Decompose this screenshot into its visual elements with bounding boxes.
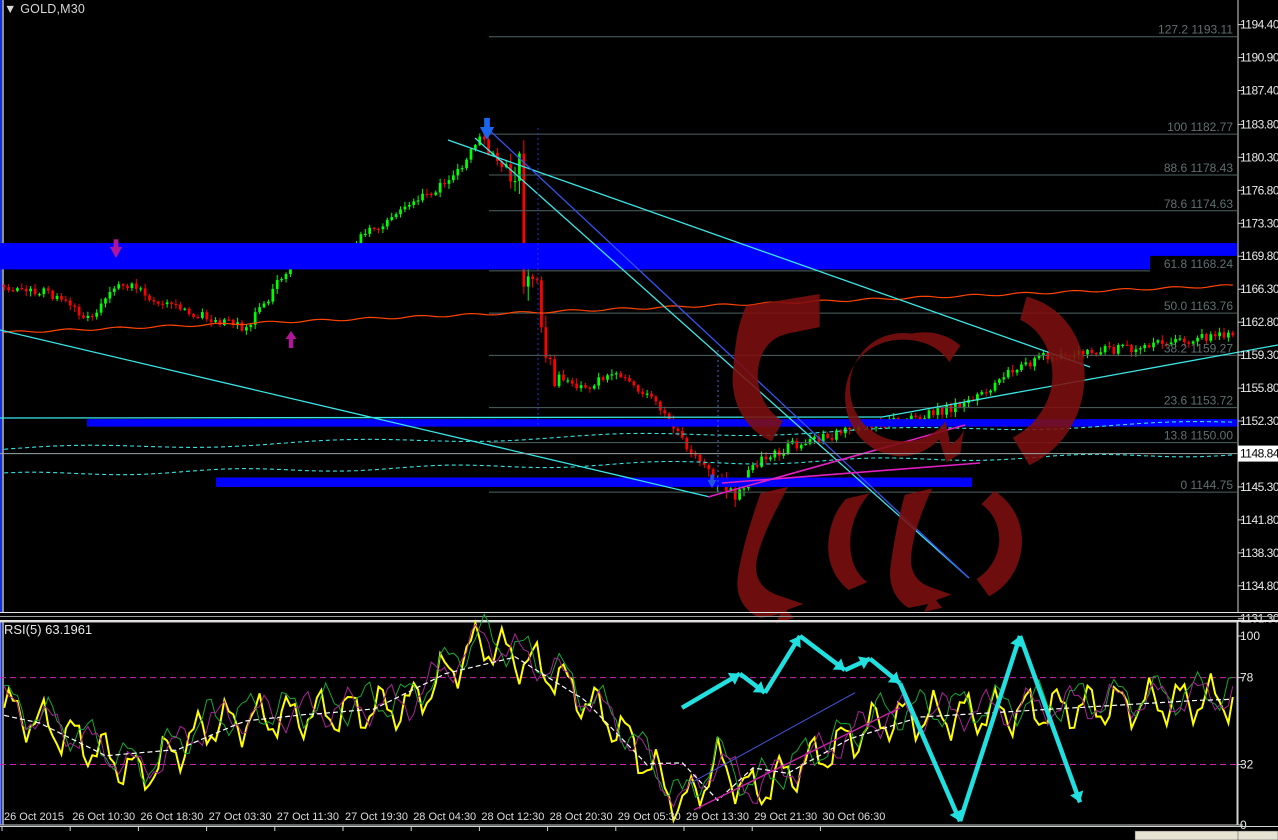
svg-text:100 1182.77: 100 1182.77 (1167, 120, 1233, 134)
svg-text:1173.30: 1173.30 (1240, 216, 1278, 230)
svg-text:28 Oct 20:30: 28 Oct 20:30 (550, 811, 613, 823)
svg-text:29 Oct 05:30: 29 Oct 05:30 (618, 811, 681, 823)
svg-text:29 Oct 21:30: 29 Oct 21:30 (754, 811, 817, 823)
svg-text:50.0 1163.76: 50.0 1163.76 (1164, 299, 1234, 313)
svg-text:1183.80: 1183.80 (1240, 117, 1278, 131)
svg-text:88.6 1178.43: 88.6 1178.43 (1164, 161, 1234, 175)
svg-text:1166.30: 1166.30 (1240, 282, 1278, 296)
svg-text:1148.84: 1148.84 (1240, 447, 1278, 461)
svg-text:32: 32 (1240, 758, 1254, 772)
svg-text:61.8 1168.24: 61.8 1168.24 (1164, 257, 1234, 271)
svg-text:27 Oct 03:30: 27 Oct 03:30 (209, 811, 272, 823)
svg-text:1162.80: 1162.80 (1240, 315, 1278, 329)
svg-text:1155.80: 1155.80 (1240, 381, 1278, 395)
svg-text:27 Oct 11:30: 27 Oct 11:30 (277, 811, 339, 823)
svg-text:1131.30: 1131.30 (1240, 612, 1278, 626)
svg-text:13.8 1150.00: 13.8 1150.00 (1164, 429, 1234, 443)
svg-text:RSI(5) 63.1961: RSI(5) 63.1961 (4, 622, 92, 637)
svg-text:29 Oct 13:30: 29 Oct 13:30 (686, 811, 749, 823)
svg-text:1187.40: 1187.40 (1240, 84, 1278, 98)
svg-text:28 Oct 04:30: 28 Oct 04:30 (413, 811, 476, 823)
svg-text:1145.30: 1145.30 (1240, 480, 1278, 494)
svg-text:1169.80: 1169.80 (1240, 249, 1278, 263)
svg-text:100: 100 (1240, 629, 1260, 643)
svg-text:27 Oct 19:30: 27 Oct 19:30 (345, 811, 408, 823)
svg-text:1190.90: 1190.90 (1240, 51, 1278, 65)
svg-text:0 1144.75: 0 1144.75 (1181, 478, 1234, 492)
svg-text:38.2 1159.27: 38.2 1159.27 (1164, 341, 1234, 355)
svg-text:23.6 1153.72: 23.6 1153.72 (1164, 394, 1234, 408)
svg-text:1141.80: 1141.80 (1240, 513, 1278, 527)
svg-text:1138.30: 1138.30 (1240, 546, 1278, 560)
svg-text:78.6 1174.63: 78.6 1174.63 (1164, 197, 1234, 211)
svg-text:26 Oct 18:30: 26 Oct 18:30 (140, 811, 203, 823)
svg-text:78: 78 (1240, 671, 1254, 685)
svg-text:26 Oct 2015: 26 Oct 2015 (4, 811, 64, 823)
svg-text:127.2 1193.11: 127.2 1193.11 (1158, 23, 1233, 37)
svg-text:28 Oct 12:30: 28 Oct 12:30 (481, 811, 544, 823)
svg-text:26 Oct 10:30: 26 Oct 10:30 (72, 811, 135, 823)
svg-text:1134.80: 1134.80 (1240, 579, 1278, 593)
svg-text:1194.40: 1194.40 (1240, 18, 1278, 32)
svg-text:1176.80: 1176.80 (1240, 183, 1278, 197)
svg-text:30 Oct 06:30: 30 Oct 06:30 (822, 811, 885, 823)
svg-text:1180.30: 1180.30 (1240, 150, 1278, 164)
svg-text:1152.30: 1152.30 (1240, 414, 1278, 428)
svg-text:0: 0 (1240, 818, 1247, 832)
svg-text:1159.30: 1159.30 (1240, 348, 1278, 362)
